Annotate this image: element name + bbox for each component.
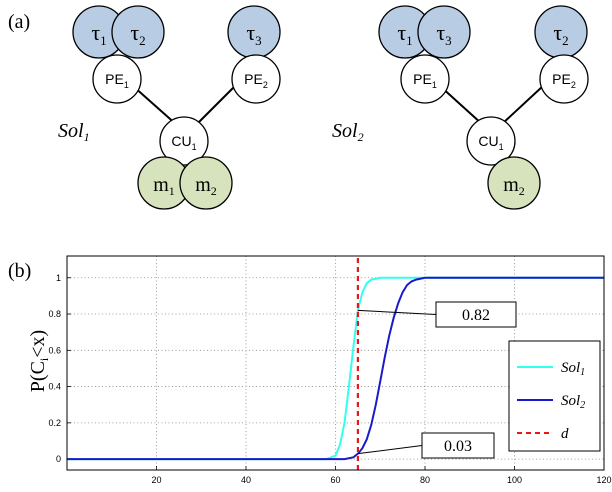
memory-label-1: m2 bbox=[503, 174, 525, 198]
x-tick-label: 20 bbox=[151, 475, 161, 485]
annotation-box bbox=[421, 432, 495, 459]
cu1-node bbox=[159, 116, 209, 166]
panel-a-label: (a) bbox=[8, 11, 30, 33]
solution-1-diagram: τ1 τ2 τ3 PE1 PE2 CU1 m1 m2 Sol1 bbox=[58, 5, 281, 210]
legend-label: Sol1 bbox=[561, 360, 585, 378]
task-label-3: τ2 bbox=[553, 20, 568, 48]
memory-label-1: m1 bbox=[153, 174, 175, 198]
grid-lines bbox=[67, 256, 604, 470]
task-label-1: τ1 bbox=[397, 20, 412, 48]
annotation-box bbox=[435, 301, 517, 328]
task-label-2: τ3 bbox=[436, 20, 451, 48]
memory-label-2: m2 bbox=[195, 174, 217, 198]
pe1-label: PE1 bbox=[105, 71, 129, 90]
solution-2-label: Sol2 bbox=[332, 120, 364, 144]
edge-pe1-cu1 bbox=[132, 85, 179, 127]
solution-2-diagram: τ1 τ3 τ2 PE1 PE2 CU1 m2 Sol2 bbox=[332, 5, 589, 210]
memory-node-m2 bbox=[487, 156, 541, 210]
task-label-1: τ1 bbox=[91, 20, 106, 48]
legend: Sol1 Sol2 d bbox=[508, 340, 601, 452]
pe1-node bbox=[92, 54, 142, 104]
pe2-node bbox=[231, 54, 281, 104]
cu1-label: CU1 bbox=[478, 133, 503, 152]
edge-pe2-cu1 bbox=[501, 85, 544, 125]
y-tick-label: 0.2 bbox=[48, 418, 61, 428]
series-line-1 bbox=[67, 276, 604, 461]
task-node-tau3 bbox=[417, 5, 471, 59]
cu1-label: CU1 bbox=[171, 133, 196, 152]
annotation-leader bbox=[357, 309, 437, 315]
y-tick-label: 0 bbox=[56, 454, 61, 464]
cu1-node bbox=[466, 116, 516, 166]
annotation-leader bbox=[357, 445, 423, 455]
task-node-tau2 bbox=[111, 5, 165, 59]
x-tick-label: 100 bbox=[507, 475, 522, 485]
edge-pe1-cu1 bbox=[439, 85, 483, 125]
y-tick-label: 0.8 bbox=[48, 309, 61, 319]
legend-label: Sol2 bbox=[561, 393, 585, 411]
memory-node-m2 bbox=[179, 156, 233, 210]
annotation-label: 0.03 bbox=[444, 438, 472, 455]
y-tick-label: 1 bbox=[56, 273, 61, 283]
y-axis-label: P(Ci<x) bbox=[27, 330, 51, 392]
legend-label: d bbox=[561, 426, 569, 442]
pe2-label: PE2 bbox=[244, 71, 268, 90]
legend-box bbox=[508, 340, 601, 452]
panel-b-label: (b) bbox=[8, 260, 31, 282]
x-tick-label: 120 bbox=[596, 475, 611, 485]
x-tick-label: 80 bbox=[420, 475, 430, 485]
solution-1-label: Sol1 bbox=[58, 120, 90, 144]
axis-ticks: 20 40 60 80 100 120 0 0.2 0.4 0.6 0.8 1 bbox=[48, 273, 611, 485]
annotations: 0.82 0.03 bbox=[357, 301, 517, 459]
pe2-node bbox=[539, 54, 589, 104]
edge-pe2-cu1 bbox=[194, 85, 236, 127]
pe2-label: PE2 bbox=[552, 71, 576, 90]
plot-frame bbox=[66, 255, 605, 471]
y-tick-label: 0.6 bbox=[48, 345, 61, 355]
pe1-node bbox=[400, 54, 450, 104]
annotation-label: 0.82 bbox=[462, 307, 490, 324]
cdf-chart: 20 40 60 80 100 120 0 0.2 0.4 0.6 0.8 1 0.82 0.03 So… bbox=[48, 255, 612, 485]
y-tick-label: 0.4 bbox=[48, 382, 61, 392]
pe1-label: PE1 bbox=[413, 71, 437, 90]
x-tick-label: 60 bbox=[330, 475, 340, 485]
task-label-3: τ3 bbox=[246, 20, 261, 48]
task-label-2: τ2 bbox=[130, 20, 145, 48]
x-tick-label: 40 bbox=[241, 475, 251, 485]
